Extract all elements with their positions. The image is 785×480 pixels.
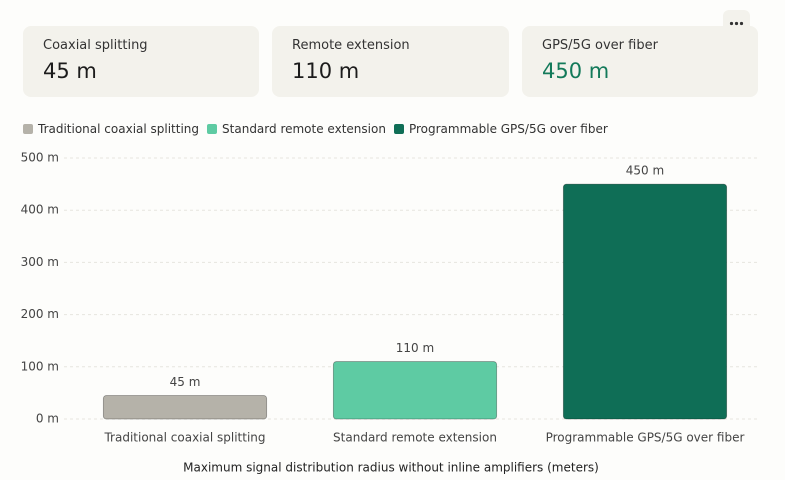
value-label: 450 m <box>626 164 664 178</box>
stat-card: Remote extension 110 m <box>272 26 509 97</box>
legend-item: Programmable GPS/5G over fiber <box>393 122 608 136</box>
legend-item: Traditional coaxial splitting <box>23 122 199 136</box>
y-tick-label: 0 m <box>36 412 59 426</box>
bar <box>562 183 728 420</box>
legend-label: Programmable GPS/5G over fiber <box>408 122 608 136</box>
legend-label: Traditional coaxial splitting <box>38 122 200 136</box>
stat-card: Coaxial splitting 45 m <box>23 26 259 97</box>
card-label: Coaxial splitting <box>43 38 148 53</box>
x-tick-label: Standard remote extension <box>333 431 497 445</box>
x-tick-label: Programmable GPS/5G over fiber <box>546 431 745 445</box>
y-tick-label: 300 m <box>21 255 59 269</box>
menu-icon <box>729 21 744 26</box>
legend-label: Standard remote extension <box>222 122 386 136</box>
x-tick-label: Traditional coaxial splitting <box>103 431 265 445</box>
value-label: 45 m <box>170 375 201 389</box>
legend-swatch <box>23 124 33 134</box>
y-tick-label: 200 m <box>21 307 59 321</box>
card-label: GPS/5G over fiber <box>542 38 658 53</box>
value-label: 110 m <box>396 341 434 355</box>
y-tick-label: 100 m <box>21 359 59 373</box>
stat-card: GPS/5G over fiber 450 m <box>522 26 758 97</box>
menu-button[interactable] <box>723 10 750 37</box>
y-tick-label: 400 m <box>21 203 59 217</box>
card-value: 450 m <box>542 59 610 83</box>
card-label: Remote extension <box>292 38 410 53</box>
legend-swatch <box>207 124 218 134</box>
legend-item: Standard remote extension <box>207 122 386 136</box>
x-axis-title: Maximum signal distribution radius witho… <box>183 461 599 475</box>
legend: Traditional coaxial splitting Standard re… <box>23 122 608 136</box>
card-value: 45 m <box>43 59 97 83</box>
bar <box>332 361 498 420</box>
bar <box>102 395 268 420</box>
legend-swatch <box>393 124 404 134</box>
card-value: 110 m <box>292 59 360 83</box>
y-tick-label: 500 m <box>21 151 59 165</box>
